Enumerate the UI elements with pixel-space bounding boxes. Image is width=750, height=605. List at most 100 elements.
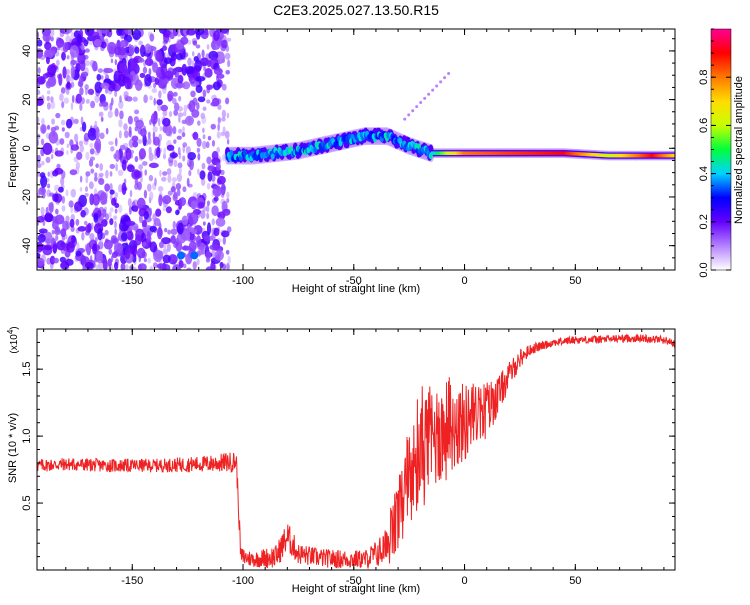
noise-speckle (46, 90, 51, 95)
noise-speckle (162, 110, 168, 117)
noise-blob (140, 127, 147, 137)
noise-blob (194, 29, 205, 36)
noise-speckle (185, 146, 191, 155)
noise-speckle (152, 262, 158, 269)
noise-blob (100, 29, 108, 34)
noise-blob (156, 99, 163, 106)
noise-speckle (205, 141, 210, 149)
noise-blob (120, 232, 128, 242)
noise-blob (189, 77, 196, 85)
noise-speckle (50, 29, 55, 37)
noise-blob (207, 165, 215, 172)
spectrogram-x-tick-label: -150 (121, 275, 143, 287)
noise-blob (129, 60, 137, 73)
noise-speckle (84, 60, 91, 67)
noise-blob (205, 266, 213, 270)
noise-speckle (211, 174, 216, 182)
noise-blob (162, 195, 172, 205)
noise-speckle (197, 168, 200, 175)
noise-blob (55, 37, 65, 48)
colorbar-tick-label: 0.4 (698, 166, 710, 181)
noise-speckle (183, 263, 187, 269)
noise-speckle (224, 130, 230, 139)
faint-streak (403, 117, 407, 121)
noise-speckle (195, 44, 201, 49)
noise-speckle (51, 118, 55, 125)
noise-speckle (224, 52, 231, 60)
noise-blob (80, 209, 86, 218)
noise-blob (119, 39, 129, 48)
noise-blob (146, 230, 151, 243)
noise-blob (180, 36, 189, 45)
noise-speckle (177, 146, 181, 156)
noise-blob (37, 243, 46, 251)
noise-speckle (66, 150, 69, 155)
noise-blob (172, 193, 178, 202)
noise-blob (139, 44, 146, 58)
noise-speckle (84, 83, 89, 90)
noise-blob (197, 201, 205, 209)
noise-blob (181, 63, 188, 76)
noise-blob (103, 67, 114, 74)
noise-blob (104, 183, 110, 192)
noise-speckle (149, 191, 154, 201)
noise-blob (169, 32, 175, 40)
noise-blob (203, 235, 211, 242)
noise-speckle (149, 265, 154, 270)
noise-speckle (108, 140, 114, 146)
noise-blob (194, 65, 202, 72)
noise-blob (212, 81, 221, 91)
noise-speckle (95, 163, 99, 169)
snr-y-multiplier-close: ) (9, 326, 20, 329)
noise-blob (221, 29, 228, 34)
noise-blob (141, 219, 147, 228)
noise-speckle (114, 59, 118, 66)
noise-blob (138, 148, 147, 160)
noise-blob (119, 144, 126, 150)
noise-speckle (56, 59, 60, 66)
noise-blob (133, 205, 139, 213)
noise-blob (52, 193, 59, 202)
spectrogram-x-tick-label: -100 (232, 275, 254, 287)
noise-speckle (55, 234, 59, 241)
noise-blob (158, 194, 163, 207)
noise-speckle (127, 197, 132, 207)
noise-speckle (108, 211, 112, 218)
noise-blob (70, 59, 77, 65)
noise-blob (190, 200, 198, 210)
noise-blob (170, 234, 176, 244)
spectrogram-frame (36, 28, 676, 271)
noise-blob (52, 216, 58, 224)
noise-speckle (177, 128, 183, 134)
noise-blob (109, 218, 114, 226)
noise-speckle (71, 94, 75, 104)
noise-speckle (226, 138, 230, 145)
noise-speckle (178, 167, 182, 175)
noise-blob (58, 186, 64, 193)
noise-speckle (123, 123, 128, 131)
noise-speckle (56, 163, 61, 169)
noise-blob (176, 232, 187, 244)
noise-blob (172, 68, 177, 75)
noise-blob (43, 244, 53, 251)
noise-speckle (162, 171, 168, 176)
noise-blob (92, 60, 98, 72)
noise-speckle (225, 69, 231, 75)
noise-speckle (201, 162, 206, 170)
noise-speckle (221, 109, 226, 119)
noise-speckle (217, 116, 222, 124)
noise-speckle (50, 36, 54, 42)
faint-streak (431, 88, 435, 92)
noise-blob (107, 258, 112, 268)
noise-speckle (109, 171, 113, 177)
noise-speckle (167, 174, 172, 183)
noise-blob (181, 245, 192, 251)
noise-speckle (84, 192, 89, 197)
noise-speckle (78, 140, 84, 146)
noise-speckle (196, 120, 201, 126)
noise-speckle (105, 87, 109, 94)
noise-speckle (46, 102, 51, 110)
noise-blob (136, 247, 146, 259)
noise-blob (48, 130, 59, 144)
